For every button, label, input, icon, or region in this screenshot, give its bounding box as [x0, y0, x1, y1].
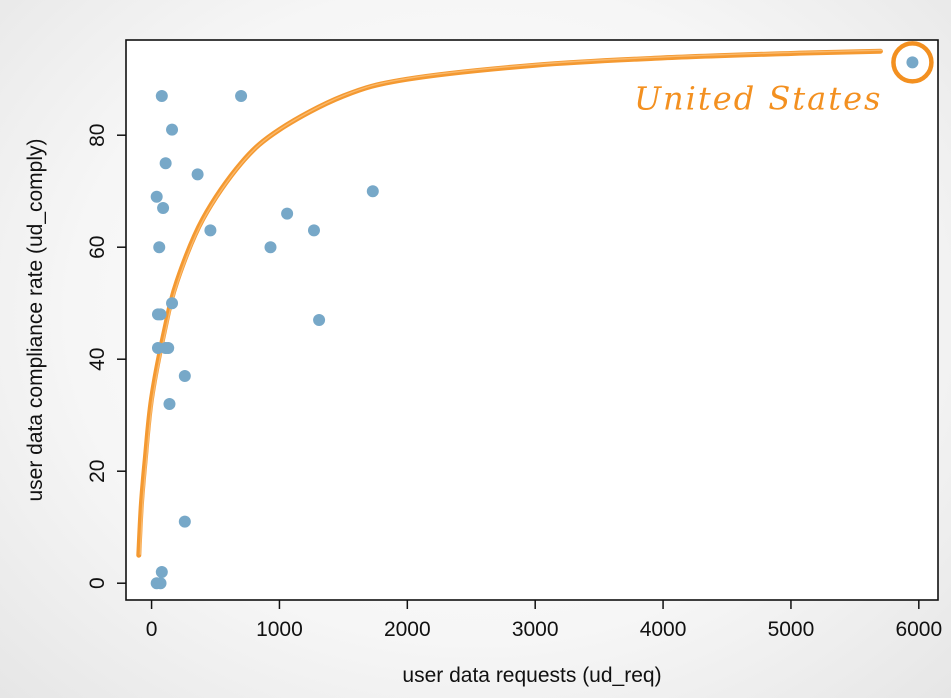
- data-point: [906, 56, 919, 69]
- annotation-label: United States: [634, 79, 882, 117]
- plot-frame: [125, 39, 939, 601]
- data-point: [154, 308, 167, 321]
- x-tick-label: 4000: [640, 618, 687, 641]
- data-point: [162, 342, 175, 354]
- data-point: [163, 398, 176, 410]
- data-point: [153, 241, 166, 254]
- data-point: [366, 185, 379, 198]
- data-points: [150, 56, 919, 590]
- data-point: [155, 566, 168, 578]
- data-point: [166, 297, 179, 310]
- x-tick-label: 2000: [384, 618, 431, 641]
- data-point: [313, 314, 326, 326]
- data-point: [166, 123, 179, 136]
- data-point: [178, 515, 191, 528]
- x-tick-label: 1000: [256, 618, 303, 641]
- y-tick-label: 0: [86, 577, 109, 589]
- y-tick-label: 80: [86, 124, 109, 147]
- trend-curve-group: [136, 48, 883, 558]
- x-axis-title: user data requests (ud_req): [402, 664, 661, 687]
- data-point: [178, 370, 191, 382]
- data-point: [157, 202, 170, 214]
- x-tick-label: 6000: [895, 618, 942, 641]
- y-tick-label: 60: [86, 236, 109, 259]
- x-tick-label: 0: [146, 618, 158, 641]
- data-point: [204, 224, 217, 237]
- data-point: [191, 168, 204, 181]
- data-point: [155, 90, 168, 102]
- data-point: [150, 190, 163, 203]
- y-axis-title: user data compliance rate (ud_comply): [24, 138, 47, 501]
- data-point: [159, 157, 172, 170]
- x-tick-label: 5000: [768, 618, 815, 641]
- data-point: [235, 90, 248, 102]
- axis-ticks: 0 1000 2000 3000 4000 5000 6000 0 20 40 60 80: [86, 124, 942, 641]
- x-tick-label: 3000: [512, 618, 559, 641]
- annotation-group: United States: [634, 41, 934, 117]
- data-point: [307, 224, 320, 237]
- data-point: [154, 577, 167, 590]
- data-point: [281, 207, 294, 220]
- data-point: [264, 241, 277, 254]
- trend-curve-highlight: [139, 49, 883, 555]
- y-tick-label: 20: [86, 460, 109, 483]
- highlight-circle: [891, 41, 934, 84]
- y-tick-label: 40: [86, 348, 109, 371]
